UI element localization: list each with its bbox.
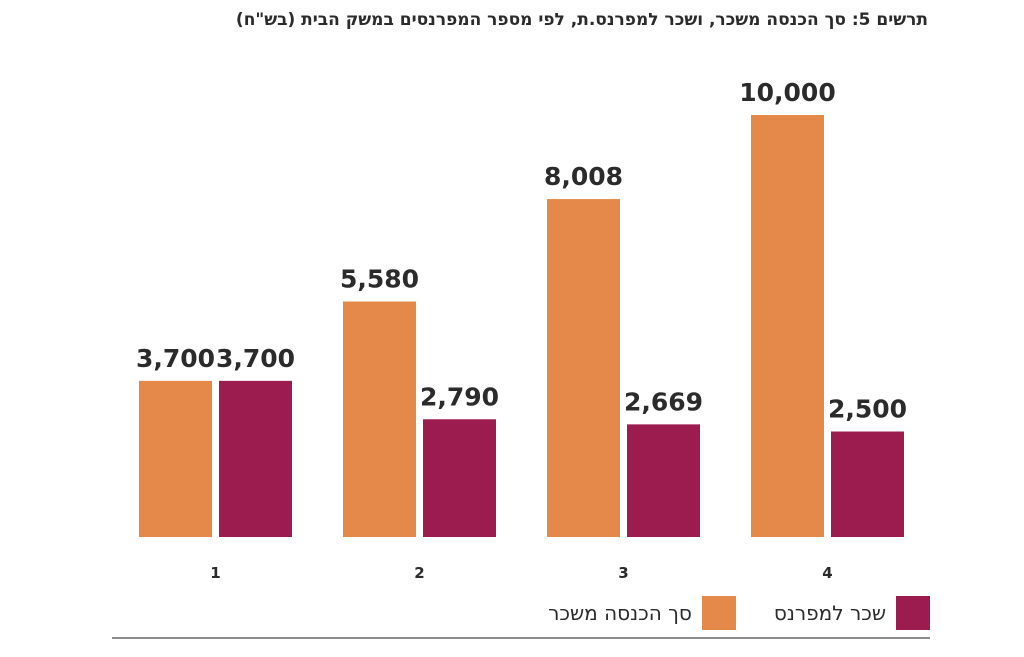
x-tick-label-3: 3 (618, 564, 628, 582)
x-tick-label-2: 2 (414, 564, 424, 582)
data-label-series2-cat2: 2,790 (420, 382, 499, 411)
data-label-series2-cat1: 3,700 (216, 344, 295, 373)
bar-series1-cat1 (139, 380, 212, 537)
bar-series2-cat4 (831, 431, 904, 537)
legend-swatch-total-wage-income (701, 596, 736, 630)
legend-item-total-wage-income: סך הכנסה משכר (548, 596, 736, 630)
bottom-rule (112, 637, 930, 639)
legend-item-wage-per-earner: שכר למפרנס (774, 596, 930, 630)
bar-chart: 3,700 3,700 1 5,580 2,790 2 8,008 2,669 3 10,000 2… (136, 78, 907, 582)
legend-label-total-wage-income: סך הכנסה משכר (548, 601, 692, 625)
x-tick-label-4: 4 (822, 564, 832, 582)
legend-swatch-wage-per-earner (896, 596, 930, 630)
bar-series1-cat2 (343, 301, 416, 537)
data-label-series2-cat4: 2,500 (828, 395, 907, 424)
data-label-series1-cat3: 8,008 (544, 162, 623, 191)
legend-label-wage-per-earner: שכר למפרנס (773, 601, 886, 625)
bar-series2-cat3 (627, 424, 700, 537)
data-label-series1-cat2: 5,580 (340, 265, 419, 294)
data-label-series1-cat4: 10,000 (739, 78, 835, 107)
chart-title: תרשים 5: סך הכנסה משכר, ושכר למפרנס.ת, ל… (235, 10, 928, 30)
bar-series2-cat1 (219, 380, 292, 537)
bar-series1-cat3 (547, 199, 620, 538)
bar-series1-cat4 (751, 115, 824, 537)
data-label-series2-cat3: 2,669 (624, 387, 703, 416)
legend: שכר למפרנס סך הכנסה משכר (510, 596, 930, 630)
x-tick-label-1: 1 (210, 564, 220, 582)
data-label-series1-cat1: 3,700 (136, 344, 215, 373)
bar-series2-cat2 (423, 419, 496, 537)
